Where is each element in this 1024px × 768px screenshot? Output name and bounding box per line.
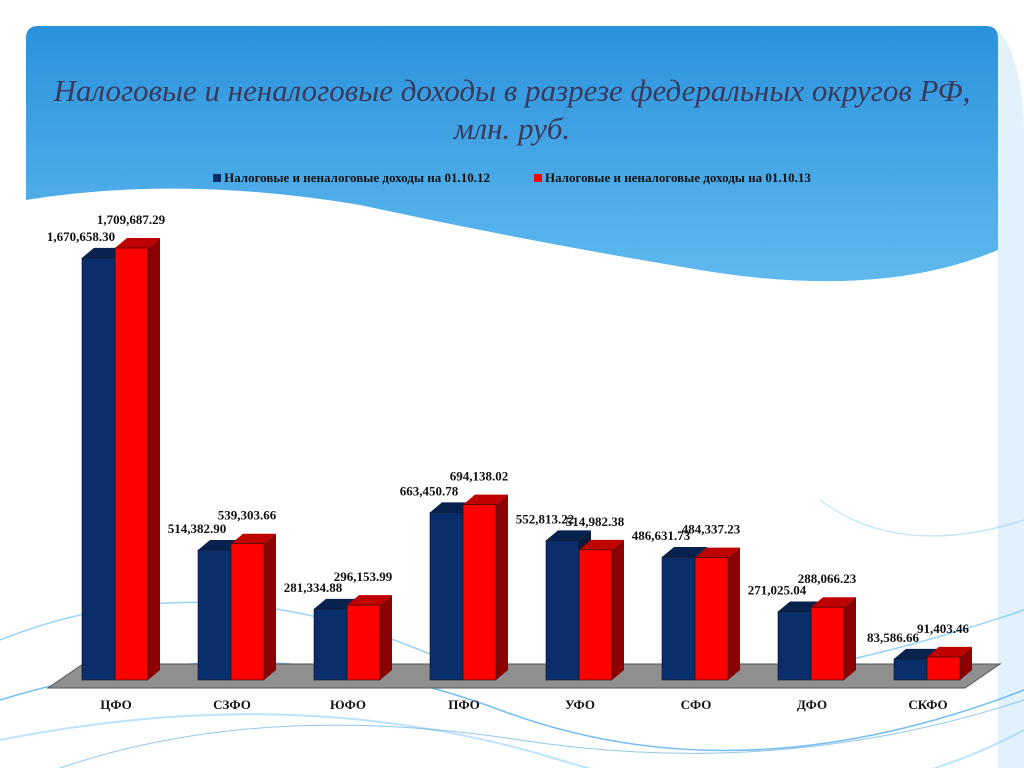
data-label-s2-3: 694,138.02 bbox=[450, 469, 509, 484]
data-label-s1-1: 514,382.90 bbox=[168, 521, 227, 536]
data-label-s2-2: 296,153.99 bbox=[334, 569, 393, 584]
category-label-3: ПФО bbox=[448, 697, 480, 712]
category-label-5: СФО bbox=[681, 697, 712, 712]
data-label-s1-2: 281,334.88 bbox=[284, 580, 343, 595]
bar-s1-7 bbox=[893, 658, 928, 681]
bar-side-s2-4 bbox=[612, 539, 624, 680]
bar-s2-7 bbox=[926, 656, 961, 681]
bar-s1-4 bbox=[545, 540, 580, 681]
data-label-s2-4: 514,982.38 bbox=[566, 514, 625, 529]
bar-top-s1-4 bbox=[546, 530, 591, 541]
bar-top-s2-3 bbox=[463, 494, 508, 505]
legend-item-2012: Налоговые и неналоговые доходы на 01.10.… bbox=[213, 170, 490, 186]
bar-top-s2-6 bbox=[811, 597, 856, 608]
bar-s1-6 bbox=[777, 611, 812, 681]
bar-side-s2-0 bbox=[148, 238, 160, 680]
bar-s1-0 bbox=[81, 257, 116, 681]
bar-s2-0 bbox=[114, 247, 149, 681]
category-label-6: ДФО bbox=[797, 697, 827, 712]
legend-label-2013: Налоговые и неналоговые доходы на 01.10.… bbox=[545, 170, 811, 185]
bar-side-s2-2 bbox=[380, 595, 392, 680]
bar-side-s2-6 bbox=[844, 597, 856, 680]
data-label-s2-7: 91,403.46 bbox=[917, 621, 970, 636]
bar-side-s2-1 bbox=[264, 533, 276, 680]
bar-top-s2-4 bbox=[579, 539, 624, 550]
bar-top-s2-7 bbox=[927, 646, 972, 657]
sky-right-strip bbox=[998, 30, 1024, 768]
data-label-s2-6: 288,066.23 bbox=[798, 571, 857, 586]
slide-title: Налоговые и неналоговые доходы в разрезе… bbox=[53, 73, 971, 146]
bar-top-s1-5 bbox=[662, 547, 707, 558]
category-label-7: СКФО bbox=[908, 697, 947, 712]
decor-curve-4 bbox=[59, 699, 1024, 768]
decor-curve-3 bbox=[0, 713, 1024, 768]
bar-top-s2-0 bbox=[115, 238, 160, 248]
bar-top-s2-1 bbox=[231, 533, 276, 544]
bar-s2-1 bbox=[230, 543, 265, 681]
bar-side-s2-3 bbox=[496, 494, 508, 680]
data-label-s1-3: 663,450.78 bbox=[400, 483, 459, 498]
bar-s1-5 bbox=[661, 556, 696, 681]
legend-swatch-2013 bbox=[534, 174, 542, 182]
legend-swatch-2012 bbox=[213, 174, 222, 182]
chart-legend: Налоговые и неналоговые доходы на 01.10.… bbox=[0, 170, 1024, 186]
bar-side-s2-7 bbox=[960, 646, 972, 680]
category-label-4: УФО bbox=[565, 697, 595, 712]
legend-label-2012: Налоговые и неналоговые доходы на 01.10.… bbox=[224, 170, 490, 185]
data-label-s2-1: 539,303.66 bbox=[218, 508, 277, 523]
bar-top-s2-2 bbox=[347, 595, 392, 606]
category-label-1: СЗФО bbox=[213, 697, 251, 712]
bar-s2-6 bbox=[810, 606, 845, 681]
data-label-s1-6: 271,025.04 bbox=[748, 583, 807, 598]
header-band bbox=[26, 26, 998, 282]
chart-floor bbox=[46, 663, 1002, 689]
category-label-0: ЦФО bbox=[100, 697, 132, 712]
data-label-s1-0: 1,670,658.30 bbox=[47, 229, 115, 244]
data-label-s2-0: 1,709,687.29 bbox=[97, 212, 166, 227]
data-label-s1-5: 486,631.73 bbox=[632, 528, 691, 543]
data-label-s1-4: 552,813.22 bbox=[516, 511, 575, 526]
bar-s1-3 bbox=[429, 512, 464, 681]
bar-s1-1 bbox=[197, 549, 232, 681]
bar-top-s2-5 bbox=[695, 547, 740, 558]
bar-s2-4 bbox=[578, 549, 613, 681]
legend-item-2013: Налоговые и неналоговые доходы на 01.10.… bbox=[534, 170, 811, 186]
bar-s2-3 bbox=[462, 504, 497, 681]
bar-s1-2 bbox=[313, 608, 348, 681]
category-label-2: ЮФО bbox=[330, 697, 366, 712]
bar-s2-2 bbox=[346, 604, 381, 681]
bar-side-s2-5 bbox=[728, 547, 740, 680]
data-label-s1-7: 83,586.66 bbox=[867, 630, 920, 645]
bar-s2-5 bbox=[694, 557, 729, 681]
header-wave bbox=[26, 188, 998, 293]
decor-curve-5 bbox=[819, 499, 1024, 537]
data-label-s2-5: 484,337.23 bbox=[682, 522, 741, 537]
